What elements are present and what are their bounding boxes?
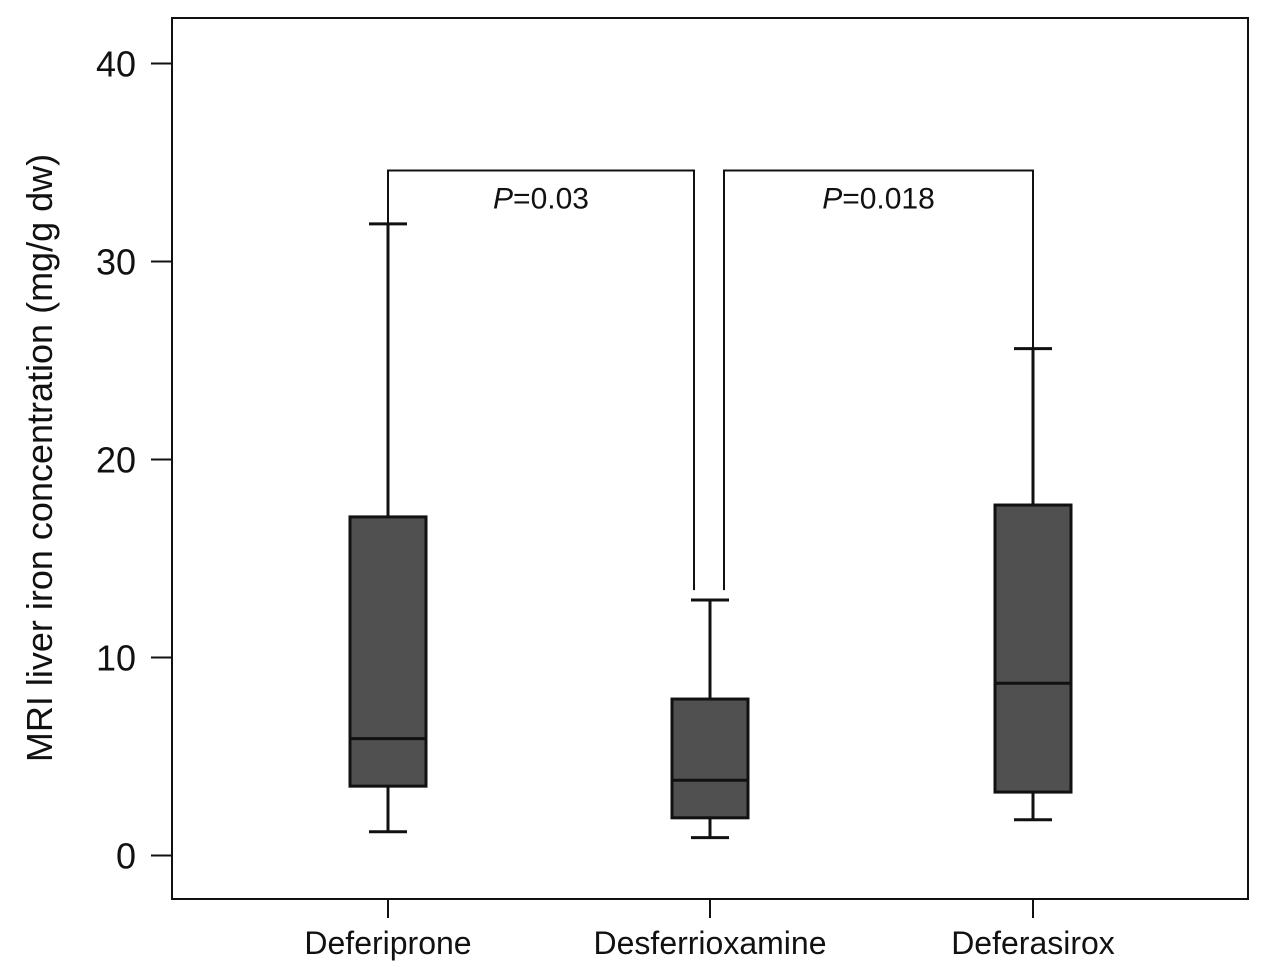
y-tick-label: 40: [96, 44, 136, 85]
p-value-number: =0.03: [513, 182, 589, 215]
p-value-number: =0.018: [842, 182, 935, 215]
iqr-box: [348, 515, 428, 788]
significance-bracket: [387, 169, 695, 591]
box-series: [348, 222, 1073, 840]
p-value-label: P=0.03: [493, 182, 589, 215]
y-axis-title: MRI liver iron concentration (mg/g dw): [19, 154, 60, 762]
y-tick-label: 10: [96, 637, 136, 678]
x-tick-label: Deferasirox: [951, 925, 1115, 961]
y-tick-label: 30: [96, 242, 136, 283]
iqr-box: [993, 503, 1073, 794]
iqr-box: [670, 697, 750, 820]
p-value-symbol: P: [493, 182, 513, 215]
x-tick-label: Desferrioxamine: [594, 925, 827, 961]
significance-annotations: P=0.03 P=0.018: [387, 169, 1034, 591]
x-axis: Deferiprone Desferrioxamine Deferasirox: [304, 899, 1115, 961]
p-value-label: P=0.018: [822, 182, 935, 215]
x-tick-label: Deferiprone: [304, 925, 471, 961]
significance-bracket: [723, 169, 1034, 591]
y-tick-label: 0: [116, 835, 136, 876]
y-axis: 0 10 20 30 40: [96, 44, 172, 876]
y-tick-label: 20: [96, 439, 136, 480]
p-value-symbol: P: [822, 182, 842, 215]
